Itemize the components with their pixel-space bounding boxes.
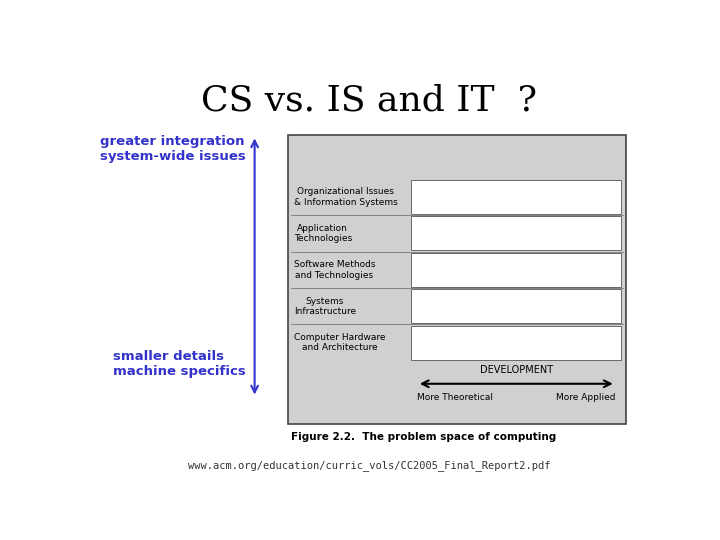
Bar [411, 289, 621, 323]
Text: Figure 2.2.  The problem space of computing: Figure 2.2. The problem space of computi… [291, 432, 556, 442]
Text: smaller details
machine specifics: smaller details machine specifics [114, 349, 246, 377]
Text: More Theoretical: More Theoretical [417, 393, 493, 402]
Text: www.acm.org/education/curric_vols/CC2005_Final_Report2.pdf: www.acm.org/education/curric_vols/CC2005… [188, 461, 550, 471]
Text: greater integration
system-wide issues: greater integration system-wide issues [101, 134, 246, 163]
Text: DEVELOPMENT: DEVELOPMENT [480, 365, 553, 375]
Bar [411, 217, 621, 251]
Text: Computer Hardware
and Architecture: Computer Hardware and Architecture [294, 333, 385, 353]
Text: Systems
Infrastructure: Systems Infrastructure [294, 296, 356, 316]
Text: CS vs. IS and IT  ?: CS vs. IS and IT ? [201, 84, 537, 118]
Text: More Applied: More Applied [556, 393, 616, 402]
Text: Application
Technologies: Application Technologies [294, 224, 352, 243]
Bar [411, 326, 621, 360]
Bar [411, 180, 621, 214]
Text: Organizational Issues
& Information Systems: Organizational Issues & Information Syst… [294, 187, 397, 207]
Text: Software Methods
and Technologies: Software Methods and Technologies [294, 260, 375, 280]
Bar [288, 136, 626, 424]
Bar [411, 253, 621, 287]
